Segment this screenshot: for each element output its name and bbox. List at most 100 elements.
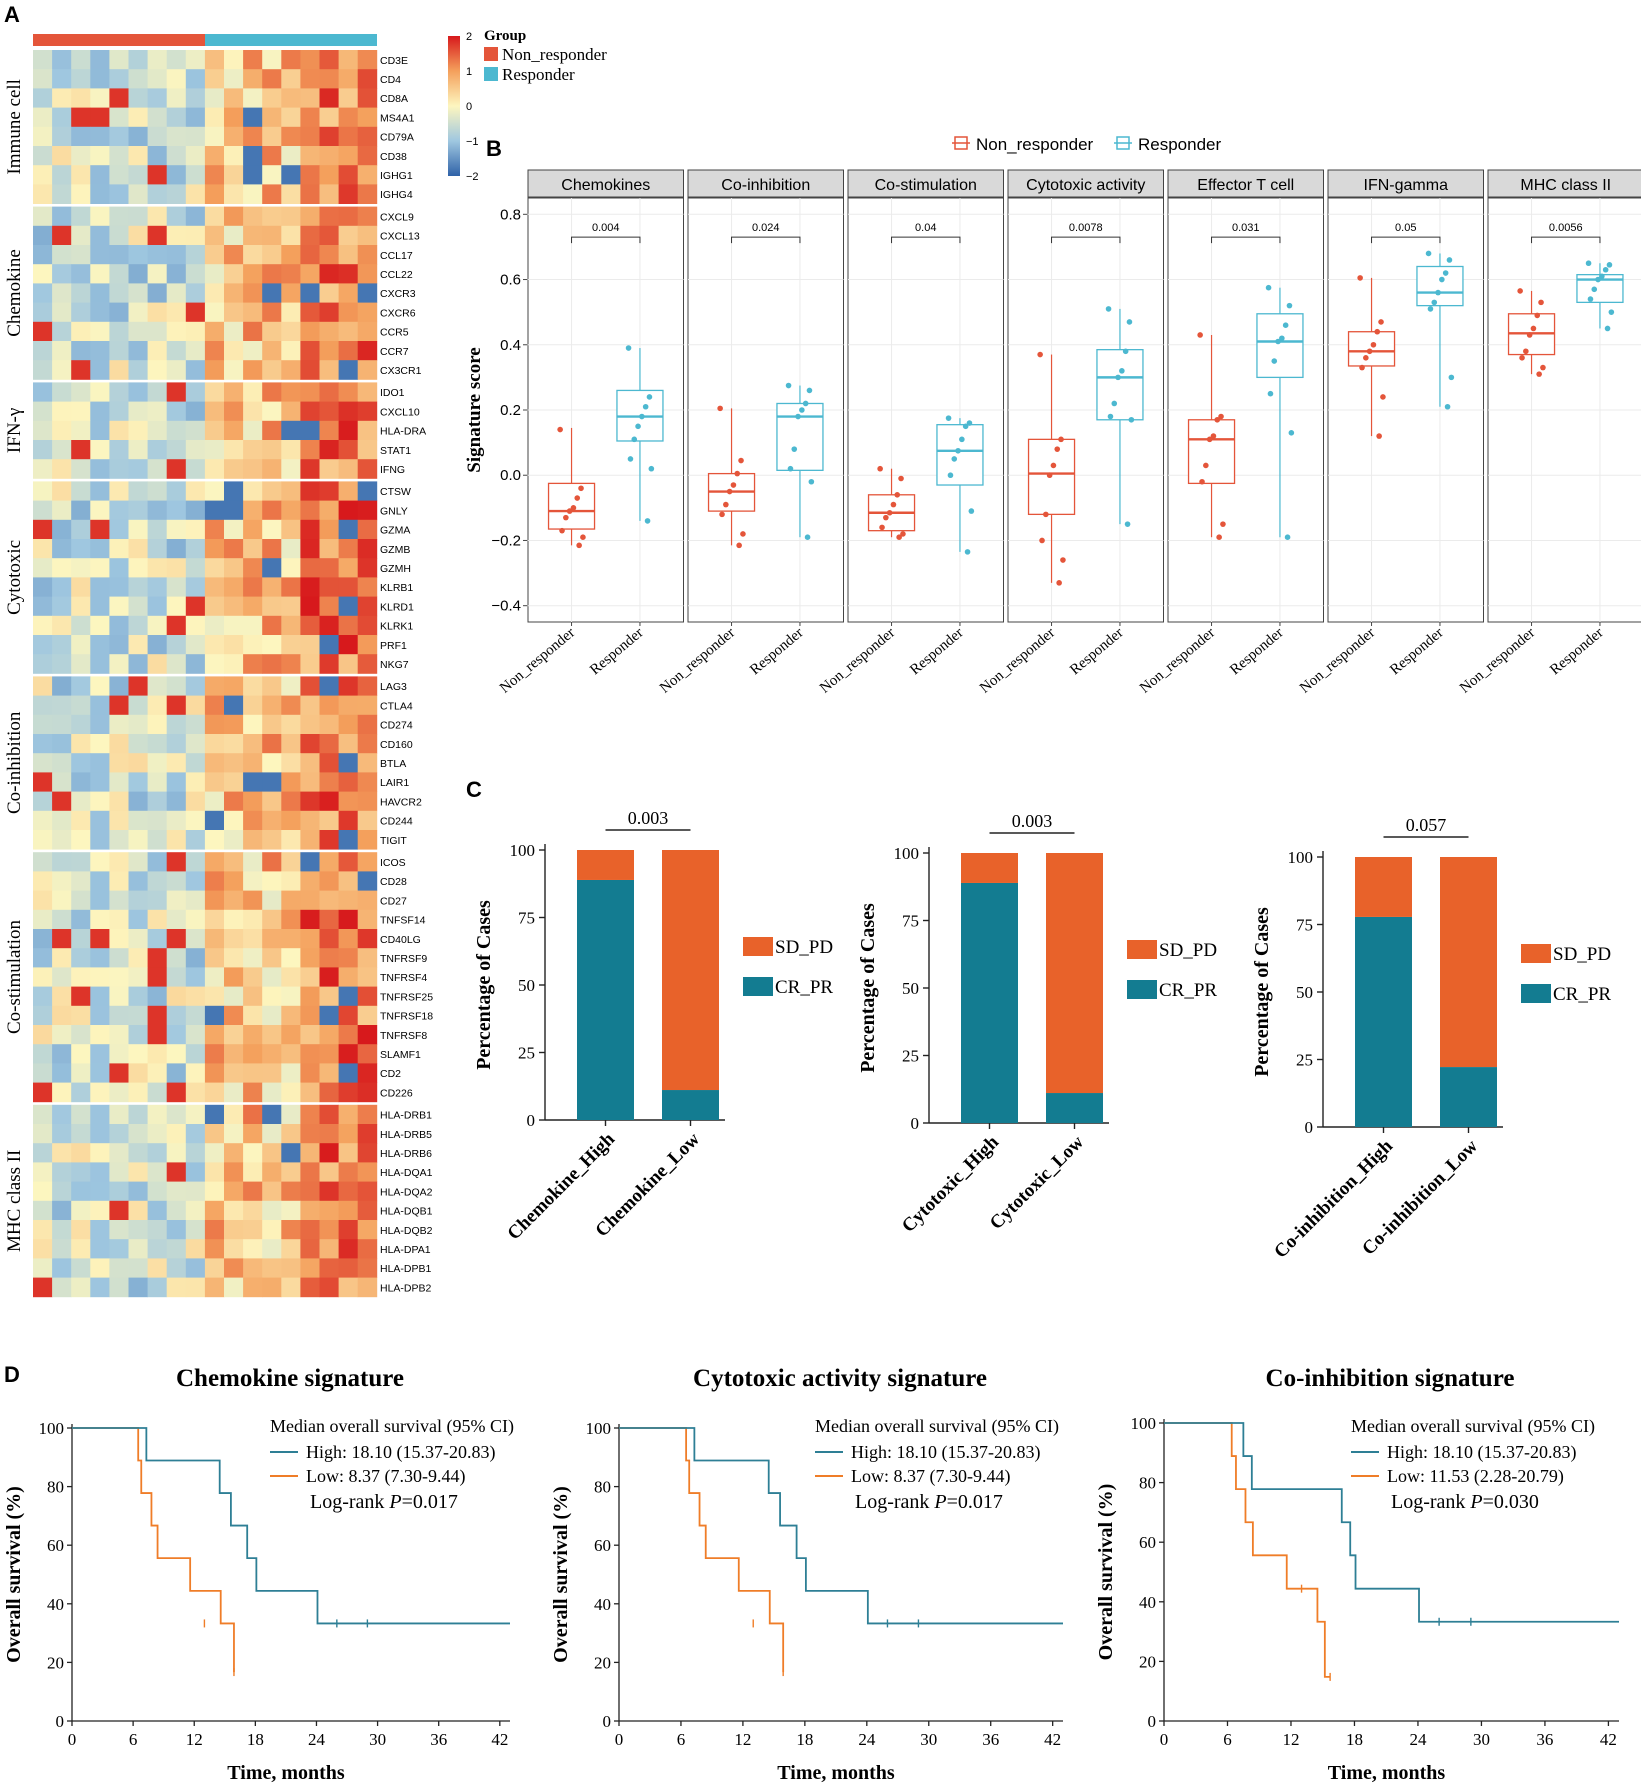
heatmap-cell	[224, 1104, 244, 1125]
heatmap-cell	[224, 810, 244, 831]
logrank-p-symbol: P	[388, 1491, 401, 1513]
heatmap-cell	[281, 948, 301, 968]
heatmap-cell	[319, 481, 339, 501]
heatmap-cell	[224, 871, 244, 891]
heatmap-cell	[185, 401, 206, 422]
heatmap-cell	[71, 929, 91, 949]
heatmap-cell	[109, 107, 129, 128]
heatmap-cell	[147, 539, 168, 559]
heatmap-cell	[281, 753, 301, 773]
y-tick-label: 40	[1139, 1593, 1156, 1612]
p-value-label: 0.0056	[1549, 222, 1583, 234]
heatmap-cell	[109, 519, 129, 540]
heatmap-cell	[262, 1162, 282, 1182]
heatmap-cell	[319, 245, 339, 265]
heatmap-cell	[52, 519, 72, 540]
heatmap-cell	[338, 264, 359, 284]
heatmap-cell	[243, 500, 263, 521]
heatmap-cell	[243, 890, 263, 911]
heatmap-cell	[224, 539, 244, 559]
heatmap-cell	[262, 929, 282, 949]
facet-title: IFN-gamma	[1364, 177, 1449, 194]
heatmap-cell	[300, 500, 320, 521]
heatmap-cell	[33, 948, 53, 968]
heatmap-cell	[357, 500, 378, 521]
heatmap-cell	[128, 206, 148, 227]
x-tick-label: Non_responder	[977, 625, 1058, 697]
heatmap-cell	[281, 341, 301, 361]
heatmap-cell	[128, 146, 148, 166]
heatmap-cell	[204, 184, 225, 204]
heatmap-cell	[166, 321, 187, 342]
heatmap-cell	[243, 146, 263, 166]
heatmap-cell	[319, 360, 339, 380]
heatmap-cell	[128, 321, 148, 342]
heatmap-cell	[52, 283, 72, 303]
heatmap-cell	[357, 1104, 378, 1125]
heatmap-cell	[147, 50, 168, 70]
heatmap-cell	[204, 1181, 225, 1202]
heatmap-cell	[300, 1181, 320, 1202]
heatmap-cell	[90, 558, 110, 578]
heatmap-cell	[52, 1063, 72, 1083]
heatmap-cell	[357, 146, 378, 166]
heatmap-cell	[338, 695, 359, 716]
heatmap-cell	[281, 791, 301, 812]
heatmap-cell	[185, 635, 206, 655]
heatmap-cell	[52, 382, 72, 402]
heatmap-cell	[147, 676, 168, 696]
heatmap-cell	[262, 695, 282, 716]
heatmap-cell	[262, 382, 282, 402]
box-point	[962, 423, 969, 430]
heatmap-cell	[204, 695, 225, 716]
y-tick-label: 80	[594, 1478, 611, 1497]
box-body	[1187, 419, 1236, 485]
gene-label: CD274	[380, 720, 413, 732]
heatmap-cell	[185, 1104, 206, 1125]
box-point	[894, 492, 901, 498]
heatmap-cell	[204, 481, 225, 501]
heatmap-cell	[147, 810, 168, 831]
heatmap-cell	[204, 440, 225, 460]
heatmap-cell	[52, 909, 72, 930]
heatmap-cell	[300, 401, 320, 422]
heatmap-cell	[319, 1162, 339, 1182]
heatmap-cell	[166, 830, 187, 850]
heatmap-cell	[224, 420, 244, 441]
heatmap-cell	[90, 852, 110, 872]
heatmap-cell	[52, 459, 72, 479]
bar-sd-pd	[961, 853, 1018, 883]
heatmap-cell	[71, 1181, 91, 1202]
heatmap-cell	[166, 967, 187, 987]
heatmap-cell	[90, 165, 110, 185]
heatmap-cell	[166, 146, 187, 166]
x-tick-label: Responder	[907, 625, 966, 678]
heatmap-cell	[338, 1124, 359, 1144]
box-point	[1599, 273, 1605, 280]
heatmap-cell	[357, 714, 378, 735]
box-point	[1442, 270, 1449, 276]
box-point	[1060, 557, 1066, 563]
x-tick-label: Non_responder	[1297, 625, 1378, 697]
gene-label: KLRD1	[380, 601, 414, 613]
heatmap-cell	[128, 440, 148, 460]
box-point	[1199, 478, 1205, 485]
heatmap-cell	[319, 539, 339, 559]
heatmap-cell	[90, 302, 110, 323]
gene-set-label: IFN-γ	[4, 408, 25, 453]
box-point	[1286, 302, 1293, 309]
heatmap-cell	[338, 1104, 359, 1125]
gene-label: HLA-DRB5	[380, 1129, 432, 1141]
box-point	[1105, 306, 1112, 312]
boxplot-legend: Non_responder Responder	[952, 135, 1222, 154]
heatmap-cell	[147, 245, 168, 265]
heatmap-cell	[243, 264, 263, 284]
heatmap-cell	[185, 1044, 206, 1064]
heatmap-cell	[166, 635, 187, 655]
heatmap-cell	[204, 676, 225, 696]
y-tick-label: 20	[1139, 1652, 1156, 1671]
heatmap-cell	[224, 714, 244, 735]
heatmap-cell	[243, 165, 263, 185]
heatmap-cell	[90, 929, 110, 949]
